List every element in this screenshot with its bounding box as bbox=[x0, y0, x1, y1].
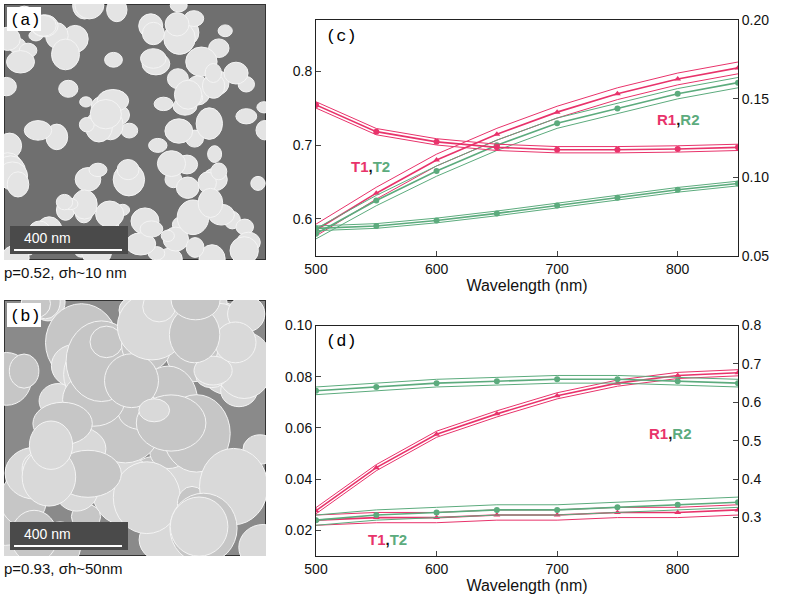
svg-text:0.3: 0.3 bbox=[742, 509, 762, 525]
svg-text:0.4: 0.4 bbox=[742, 471, 762, 487]
svg-text:0.05: 0.05 bbox=[742, 248, 769, 264]
svg-text:700: 700 bbox=[545, 561, 569, 577]
svg-text:700: 700 bbox=[545, 261, 569, 277]
svg-text:0.10: 0.10 bbox=[285, 317, 312, 333]
svg-text:0.8: 0.8 bbox=[293, 63, 313, 79]
svg-text:T1,T2: T1,T2 bbox=[351, 158, 390, 175]
svg-text:0.04: 0.04 bbox=[285, 471, 312, 487]
svg-text:0.20: 0.20 bbox=[742, 12, 769, 28]
svg-text:0.15: 0.15 bbox=[742, 91, 769, 107]
svg-text:600: 600 bbox=[425, 261, 449, 277]
html-text:p=0.93, σh~50nm: p=0.93, σh~50nm bbox=[4, 560, 123, 577]
svg-text:R1,R2: R1,R2 bbox=[657, 111, 700, 128]
svg-text:T1,T2: T1,T2 bbox=[368, 531, 407, 548]
svg-text:400 nm: 400 nm bbox=[24, 230, 71, 246]
svg-text:0.7: 0.7 bbox=[293, 137, 313, 153]
svg-text:0.5: 0.5 bbox=[742, 433, 762, 449]
svg-text:500: 500 bbox=[304, 561, 328, 577]
svg-text:800: 800 bbox=[666, 561, 690, 577]
svg-text:0.06: 0.06 bbox=[285, 420, 312, 436]
svg-text:0.7: 0.7 bbox=[742, 356, 762, 372]
svg-text:0.08: 0.08 bbox=[285, 369, 312, 385]
html-text:p=0.52, σh~10 nm: p=0.52, σh~10 nm bbox=[4, 264, 127, 281]
svg-text:(b): (b) bbox=[10, 307, 41, 326]
svg-text:500: 500 bbox=[304, 261, 328, 277]
svg-text:(a): (a) bbox=[10, 11, 41, 30]
svg-text:Wavelength (nm): Wavelength (nm) bbox=[466, 277, 587, 294]
svg-text:(c): (c) bbox=[326, 27, 357, 46]
svg-text:800: 800 bbox=[666, 261, 690, 277]
svg-text:0.10: 0.10 bbox=[742, 169, 769, 185]
svg-text:400 nm: 400 nm bbox=[24, 526, 71, 542]
svg-text:0.6: 0.6 bbox=[742, 394, 762, 410]
svg-text:R1,R2: R1,R2 bbox=[649, 425, 692, 442]
svg-text:(d): (d) bbox=[326, 332, 357, 351]
svg-text:0.8: 0.8 bbox=[742, 317, 762, 333]
svg-text:0.02: 0.02 bbox=[285, 522, 312, 538]
svg-text:Wavelength (nm): Wavelength (nm) bbox=[466, 577, 587, 594]
svg-text:600: 600 bbox=[425, 561, 449, 577]
svg-text:0.6: 0.6 bbox=[293, 211, 313, 227]
